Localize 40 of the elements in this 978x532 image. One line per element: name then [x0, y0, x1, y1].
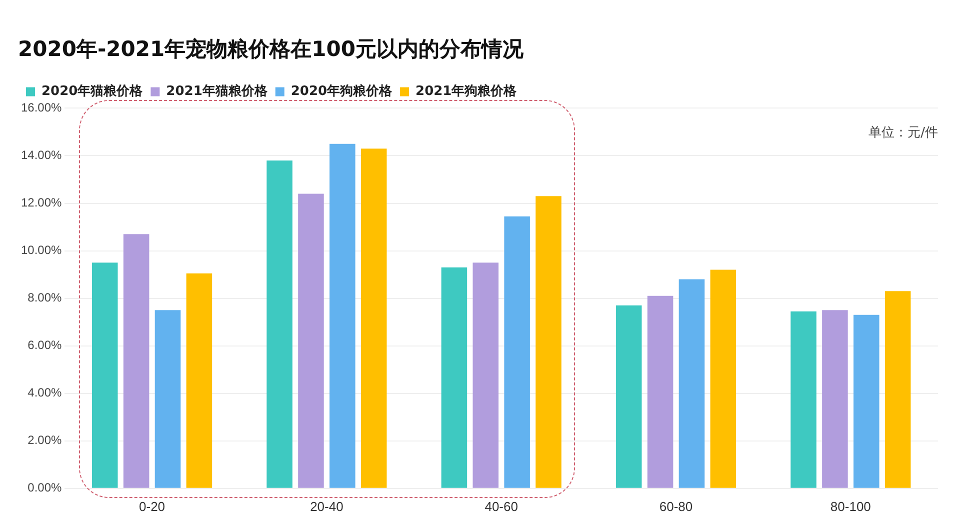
y-tick-label: 6.00% [28, 338, 62, 352]
bar [710, 270, 736, 488]
x-tick-label: 40-60 [484, 498, 518, 514]
y-tick-label: 0.00% [28, 480, 62, 495]
bar [186, 273, 212, 488]
y-tick-label: 14.00% [20, 148, 62, 162]
bar [647, 296, 674, 488]
legend-label: 2020年猫粮价格 [42, 83, 144, 100]
x-tick-label: 80-100 [830, 498, 871, 514]
bar [884, 291, 911, 488]
bar [154, 310, 181, 488]
x-tick-label: 60-80 [659, 498, 693, 514]
bar [92, 262, 118, 488]
legend-label: 2021年狗粮价格 [416, 83, 518, 100]
bar [360, 148, 387, 488]
y-tick-label: 12.00% [20, 196, 62, 210]
bar [266, 160, 292, 488]
bar [616, 305, 642, 488]
bar [123, 234, 150, 488]
bar [854, 314, 880, 488]
bar [441, 267, 468, 488]
annotation: 单位：元/件 [868, 125, 938, 140]
y-tick-label: 2.00% [28, 433, 62, 448]
y-tick-label: 4.00% [28, 386, 62, 400]
legend-label: 2021年猫粮价格 [166, 83, 268, 100]
bar [822, 310, 848, 488]
legend-label: 2020年狗粮价格 [290, 83, 394, 100]
bar [536, 196, 562, 488]
x-tick-label: 20-40 [310, 498, 344, 514]
bar [472, 262, 499, 488]
bar [790, 311, 816, 488]
bar [298, 194, 324, 488]
bar [678, 279, 705, 488]
bar [504, 216, 530, 488]
x-tick-label: 0-20 [139, 498, 166, 514]
bar [330, 144, 356, 488]
chart-title: 2020年-2021年宠物粮价格在100元以内的分布情况 [18, 37, 524, 62]
y-tick-label: 8.00% [28, 290, 62, 305]
y-tick-label: 16.00% [20, 100, 62, 115]
y-tick-label: 10.00% [20, 243, 62, 258]
